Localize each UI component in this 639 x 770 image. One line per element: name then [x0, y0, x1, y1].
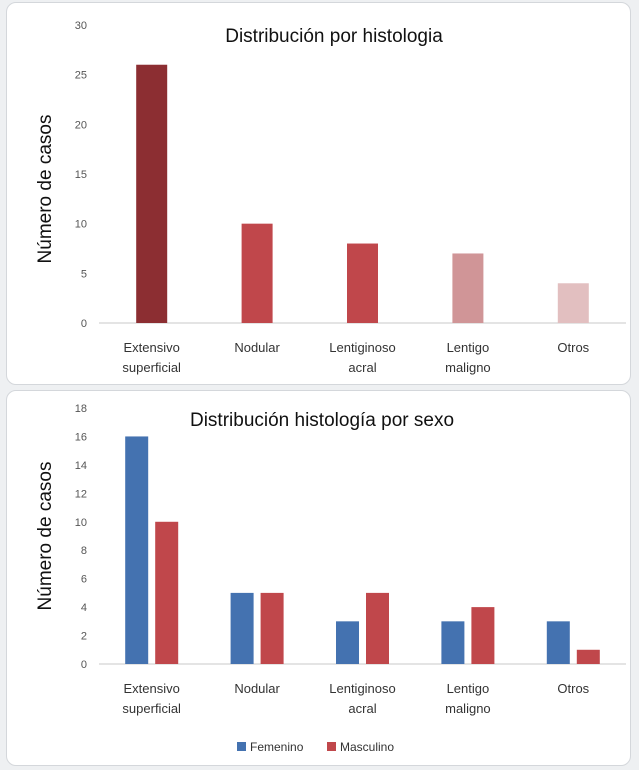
chart-histologia-sexo: Distribución histología por sexo Número … — [35, 403, 626, 754]
bar — [136, 64, 168, 323]
x-tick-label: Nodular — [234, 340, 280, 355]
bar — [336, 621, 359, 664]
x-tick-label: Extensivo — [124, 681, 180, 696]
x-tick-label: Lentigo — [447, 340, 490, 355]
bar — [441, 621, 465, 664]
bar — [125, 436, 149, 664]
bar — [557, 283, 589, 323]
bar — [347, 243, 378, 323]
chart-histologia: Distribución por histologia Número de ca… — [35, 20, 626, 375]
y-tick-label: 0 — [81, 659, 87, 671]
x-tick-label: acral — [348, 360, 376, 375]
y-tick-label: 15 — [75, 169, 87, 181]
y-tick-label: 2 — [81, 631, 87, 643]
bar — [241, 223, 273, 323]
chart-title: Distribución histología por sexo — [190, 410, 454, 431]
x-tick-label: acral — [348, 701, 376, 716]
y-tick-label: 25 — [75, 70, 87, 82]
x-tick-label: superficial — [122, 360, 181, 375]
tick-labels: 0 5 10 15 20 25 30 Extensivo superficial Nodular L… — [75, 20, 590, 375]
x-tick-label: superficial — [122, 701, 181, 716]
x-tick-label: Lentiginoso — [329, 340, 396, 355]
y-tick-label: 20 — [75, 119, 87, 131]
y-tick-label: 0 — [81, 318, 87, 330]
bars — [136, 64, 589, 323]
y-tick-label: 5 — [81, 268, 87, 280]
y-axis-label: Número de casos — [35, 462, 56, 611]
legend-swatch — [327, 742, 336, 751]
y-axis-label: Número de casos — [35, 115, 56, 264]
bar — [576, 649, 600, 664]
y-tick-label: 6 — [81, 574, 87, 586]
legend-label: Masculino — [340, 740, 394, 754]
y-tick-label: 30 — [75, 20, 87, 32]
x-tick-label: Otros — [557, 681, 589, 696]
x-tick-label: Lentiginoso — [329, 681, 396, 696]
tick-labels: 0 2 4 6 8 10 12 14 16 18 Extensivo superficial Nodul… — [75, 403, 590, 716]
bar — [452, 253, 484, 323]
bar — [471, 607, 495, 664]
y-tick-label: 8 — [81, 545, 87, 557]
x-tick-label: Lentigo — [447, 681, 490, 696]
bar — [546, 621, 570, 664]
legend-label: Femenino — [250, 740, 304, 754]
y-tick-label: 10 — [75, 517, 87, 529]
bar — [155, 521, 179, 664]
chart-title: Distribución por histologia — [225, 26, 443, 47]
y-tick-label: 12 — [75, 488, 87, 500]
y-tick-label: 16 — [75, 431, 87, 443]
bars — [125, 436, 600, 664]
chart-panel-sexo: Distribución histología por sexo Número … — [6, 390, 631, 766]
y-tick-label: 10 — [75, 219, 87, 231]
y-tick-label: 18 — [75, 403, 87, 415]
bar — [366, 592, 389, 664]
legend-swatch — [237, 742, 246, 751]
x-tick-label: Nodular — [234, 681, 280, 696]
x-tick-label: maligno — [445, 360, 491, 375]
bar — [230, 592, 254, 664]
bar — [260, 592, 284, 664]
legend: Femenino Masculino — [237, 740, 394, 754]
chart-panel-histologia: Distribución por histologia Número de ca… — [6, 2, 631, 385]
y-tick-label: 14 — [75, 460, 87, 472]
x-tick-label: maligno — [445, 701, 491, 716]
x-tick-label: Extensivo — [124, 340, 180, 355]
y-tick-label: 4 — [81, 602, 87, 614]
x-tick-label: Otros — [557, 340, 589, 355]
